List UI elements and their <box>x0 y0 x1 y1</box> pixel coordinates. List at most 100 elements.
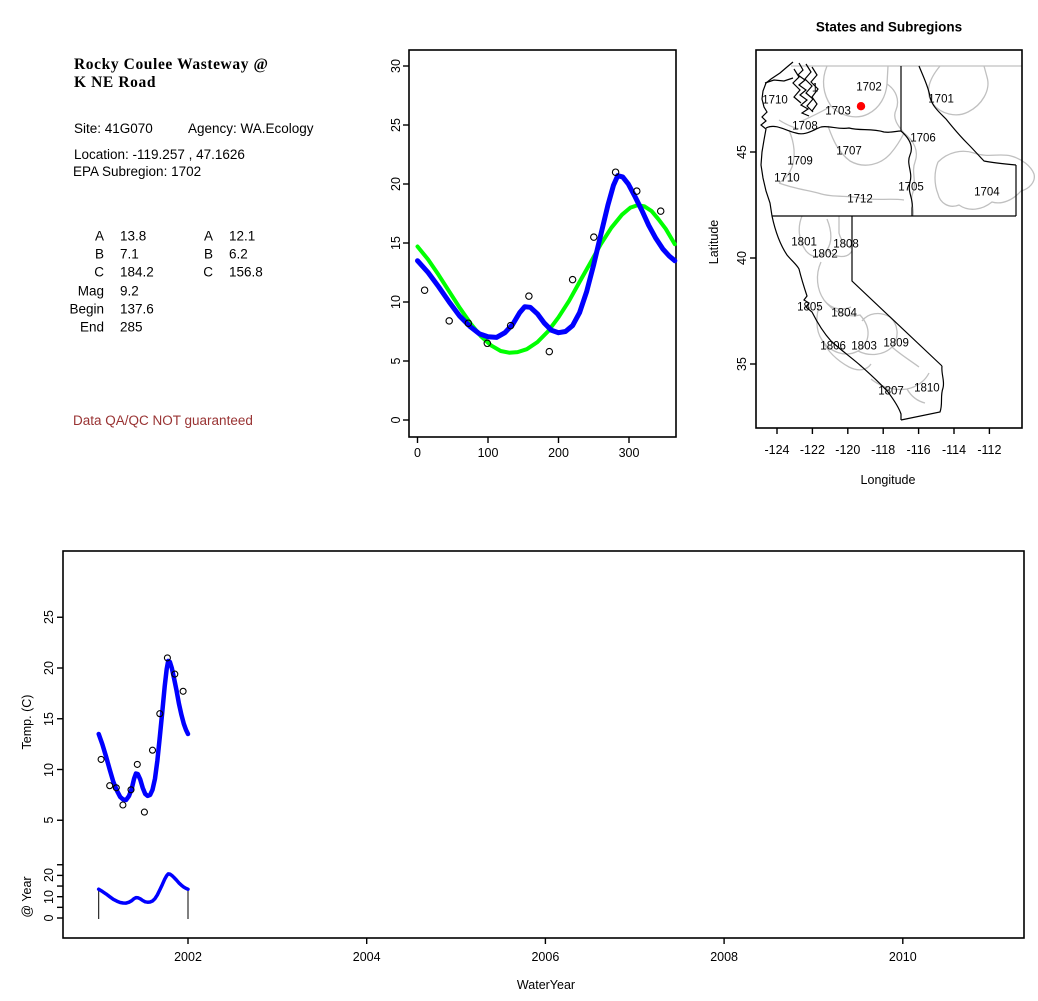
miniaxis-tick-label: 10 <box>41 889 56 904</box>
map-y-tick-label: 40 <box>734 251 749 265</box>
timeseries-data-point <box>179 687 187 695</box>
puget-sound-coastline <box>792 62 819 117</box>
subregion-label-1804: 1804 <box>831 307 857 320</box>
seasonal-y-tick-label: 0 <box>388 416 403 424</box>
param-label-left: B <box>94 246 104 262</box>
map-x-tick-label: -116 <box>906 442 931 457</box>
subregion-border-1803-1809 <box>857 312 920 368</box>
fit-curve-sine_fit <box>415 203 677 355</box>
map-x-tick-label: -122 <box>799 442 825 457</box>
param-label-left: A <box>94 228 104 244</box>
param-value-left: 13.8 <box>120 228 147 244</box>
subregion-border-1703 <box>799 83 905 134</box>
seasonal-y-tick-label: 15 <box>388 236 403 250</box>
miniaxis-tick-label: 20 <box>41 868 56 883</box>
map-state-borders <box>760 61 1017 421</box>
timeseries-data-point <box>106 782 114 790</box>
map-y-tick-label: 45 <box>734 145 749 159</box>
subregion-label-1710: 1710 <box>762 94 788 107</box>
seasonal-data-point <box>464 319 473 327</box>
fit-curve-smooth_fit <box>415 173 678 340</box>
seasonal-x-tick-label: 0 <box>414 445 421 460</box>
agency: Agency: WA.Ecology <box>188 121 314 136</box>
timeseries-data-point <box>163 654 171 662</box>
timeseries-data-point <box>148 746 157 754</box>
site-marker-dot <box>856 102 866 111</box>
seasonal-data-point <box>611 168 620 176</box>
qa-warning: Data QA/QC NOT guaranteed <box>73 413 253 428</box>
param-value-left: 7.1 <box>120 246 139 262</box>
map-y-tick-label: 35 <box>734 357 749 371</box>
seasonal-y-tick-label: 5 <box>388 357 403 365</box>
map-x-tick-label: -124 <box>764 442 790 457</box>
param-value-right: 156.8 <box>229 264 263 280</box>
subregion-border-1708 <box>778 119 800 130</box>
subregion-border-1806 <box>821 339 872 371</box>
map-frame <box>755 49 1023 429</box>
timeseries-data-point <box>140 808 148 816</box>
timeseries-xlabel-wateryear: WaterYear <box>516 977 576 992</box>
seasonal-data-point <box>525 292 533 300</box>
miniaxis-ylabel-at-year: @ Year <box>19 876 34 918</box>
subregion-label-1712: 1712 <box>847 193 873 206</box>
subregion-label-1807: 1807 <box>878 385 904 398</box>
param-label-right: B <box>203 246 213 262</box>
param-value-left: 184.2 <box>120 264 154 280</box>
seasonal-data-point <box>656 207 665 215</box>
subregion-label-1801: 1801 <box>791 236 817 249</box>
subregion-label-1709: 1709 <box>787 155 813 168</box>
timeseries-y-tick-label: 10 <box>41 762 56 777</box>
timeseries-y-tick-label: 15 <box>41 711 56 726</box>
subregion-label-1806: 1806 <box>820 340 846 353</box>
map-title: States and Subregions <box>815 19 963 35</box>
timeseries-frame <box>62 550 1025 939</box>
border-california-south <box>900 365 945 421</box>
map-subregion-borders <box>778 65 1035 404</box>
param-value-right: 12.1 <box>229 228 256 244</box>
timeseries-y-tick-label: 5 <box>41 816 56 824</box>
border-california-nevada <box>851 216 943 367</box>
seasonal-x-tick-label: 300 <box>618 445 640 460</box>
subregion-label-1702: 1702 <box>856 81 882 94</box>
seasonal-y-tick-label: 30 <box>388 59 403 73</box>
subregion-label-1706: 1706 <box>910 132 936 145</box>
epa-subregion: EPA Subregion: 1702 <box>73 164 202 179</box>
miniaxis-tick-label: 0 <box>41 914 56 922</box>
subregion-label-1703: 1703 <box>825 105 851 118</box>
param-label-left: Mag <box>77 282 104 298</box>
timeseries-x-tick-label: 2008 <box>710 949 738 964</box>
subregion-label-1705: 1705 <box>898 181 924 194</box>
subregion-label-1701: 1701 <box>928 93 954 106</box>
param-value-left: 9.2 <box>120 282 139 298</box>
param-label-left: End <box>79 319 104 335</box>
station-name-line1: Rocky Coulee Wasteway @ <box>74 56 269 73</box>
subregion-label-1802: 1802 <box>812 248 838 261</box>
subregion-border-1701 <box>927 65 989 116</box>
subregion-label-1707: 1707 <box>836 145 862 158</box>
param-label-right: A <box>203 228 213 244</box>
timeseries-data-point <box>97 755 105 763</box>
site-id: Site: 41G070 <box>74 121 153 136</box>
timeseries-data-point <box>112 784 120 792</box>
subregion-label-1808: 1808 <box>833 238 859 251</box>
map-ylabel-latitude: Latitude <box>706 219 721 265</box>
subregion-label-1: 1 <box>811 82 819 95</box>
timeseries-x-tick-label: 2002 <box>174 949 202 964</box>
subregion-border-1702 <box>822 65 889 118</box>
subregion-label-1708: 1708 <box>792 120 818 133</box>
timeseries-data-point <box>156 710 164 718</box>
seasonal-data-point <box>445 317 453 325</box>
subregion-label-1803: 1803 <box>851 340 877 353</box>
border-idaho-montana <box>918 65 1017 166</box>
seasonal-y-tick-label: 25 <box>388 118 403 132</box>
timeseries-data-point <box>127 786 135 794</box>
map-xlabel-longitude: Longitude <box>860 472 916 487</box>
seasonal-data-point <box>568 275 577 284</box>
subregion-label-1704: 1704 <box>974 186 1000 199</box>
pacific-coastline <box>760 61 902 420</box>
juan-de-fuca-strait <box>764 77 794 84</box>
seasonal-plot-frame <box>408 49 677 438</box>
timeseries-y-tick-label: 20 <box>41 661 56 675</box>
seasonal-data-point <box>483 339 492 348</box>
